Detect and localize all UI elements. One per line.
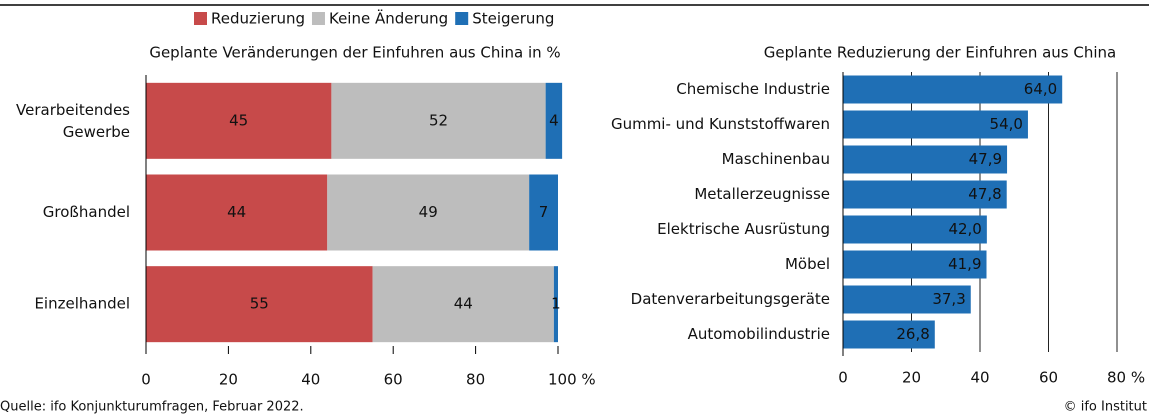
x-tick-label: 100 %	[548, 371, 596, 389]
y-tick-label: Einzelhandel	[34, 295, 130, 313]
data-label: 54,0	[990, 115, 1023, 133]
legend-swatch	[455, 12, 469, 25]
y-tick-label: Großhandel	[43, 203, 130, 221]
y-tick-label: Möbel	[785, 255, 830, 273]
bar-segment	[146, 174, 328, 251]
data-label: 41,9	[948, 255, 981, 273]
data-label: 4	[549, 111, 559, 129]
bar-segment	[529, 174, 558, 251]
bar-segment	[327, 174, 530, 251]
y-tick-label: Metallerzeugnisse	[694, 185, 830, 203]
bar-segment	[372, 266, 554, 343]
data-label: 47,9	[969, 150, 1002, 168]
bar	[843, 145, 1008, 174]
data-label: 37,3	[932, 290, 965, 308]
data-label: 7	[539, 203, 549, 221]
data-label: 52	[429, 111, 448, 129]
data-label: 49	[419, 203, 438, 221]
credit: © ifo Institut	[1064, 400, 1147, 415]
y-tick-label: Gummi- und Kunststoffwaren	[611, 115, 830, 133]
data-label: 45	[229, 111, 248, 129]
x-tick-label: 80	[466, 371, 485, 389]
y-tick-label: Verarbeitendes Gewerbe	[16, 100, 130, 140]
legend-swatch	[194, 12, 207, 25]
legend-swatch	[311, 12, 325, 25]
y-tick-label: Datenverarbeitungsgeräte	[631, 290, 830, 308]
legend-label: Reduzierung	[211, 10, 305, 28]
legend-label: Keine Änderung	[329, 9, 448, 28]
bar	[843, 285, 971, 314]
x-tick-label: 0	[141, 371, 151, 389]
x-tick-label: 20	[219, 371, 238, 389]
data-label: 64,0	[1024, 80, 1057, 98]
bar-segment	[331, 82, 546, 159]
bar	[843, 215, 987, 244]
x-tick-label: 0	[838, 369, 848, 387]
y-tick-label: Automobilindustrie	[688, 325, 830, 343]
data-label: 44	[227, 203, 246, 221]
data-label: 44	[454, 295, 473, 313]
source: Quelle: ifo Konjunkturumfragen, Februar …	[0, 400, 304, 415]
bar	[843, 250, 987, 279]
x-tick-label: 60	[1039, 369, 1058, 387]
data-label: 47,8	[968, 185, 1001, 203]
y-tick-label: Elektrische Ausrüstung	[657, 220, 830, 238]
chart-title: Geplante Veränderungen der Einfuhren aus…	[149, 44, 560, 62]
data-label: 55	[250, 295, 269, 313]
bar	[843, 75, 1063, 104]
chart-title: Geplante Reduzierung der Einfuhren aus C…	[764, 44, 1116, 62]
x-tick-label: 40	[970, 369, 989, 387]
x-tick-label: 20	[902, 369, 921, 387]
bar-segment	[553, 266, 558, 343]
bar	[843, 180, 1007, 209]
x-tick-label: 80 %	[1107, 369, 1145, 387]
bar-segment	[545, 82, 563, 159]
bar	[843, 110, 1028, 139]
bar	[843, 320, 935, 349]
data-label: 1	[551, 295, 561, 313]
y-tick-label: Maschinenbau	[722, 150, 830, 168]
y-tick-label: Chemische Industrie	[676, 80, 830, 98]
bar-segment	[146, 82, 332, 159]
bar-segment	[146, 266, 373, 343]
x-tick-label: 60	[384, 371, 403, 389]
data-label: 26,8	[896, 325, 929, 343]
legend-label: Steigerung	[472, 10, 554, 28]
data-label: 42,0	[948, 220, 981, 238]
x-tick-label: 40	[301, 371, 320, 389]
